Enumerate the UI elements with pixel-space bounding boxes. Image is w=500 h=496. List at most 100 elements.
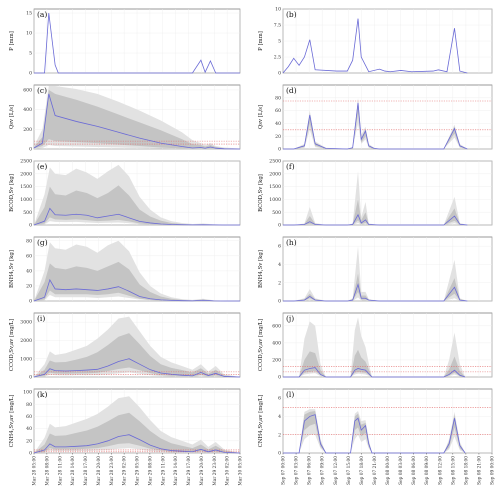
y-tick-label: 10: [26, 31, 32, 37]
y-tick-label: 2000: [269, 171, 281, 177]
x-tick-label-left: Mar 30 05:00: [239, 456, 244, 486]
x-tick-label-right: Sep 07 09:00: [321, 456, 326, 485]
y-tick-label: 200: [23, 127, 32, 133]
x-tick-label-left: Mar 29 23:00: [213, 456, 218, 486]
x-tick-label-left: Mar 30 02:00: [226, 456, 231, 486]
y-tick-label: 7.5: [274, 23, 281, 29]
panel-k: 0 20 40 60 80 100 (k) CNH4,Sv,av [mg/L]: [9, 388, 241, 457]
x-tick-label-right: Sep 08 03:00: [399, 456, 404, 485]
panel-h: 0 2 4 6 (h) BNH4,Sv [kg]: [258, 236, 493, 305]
y-tick-label: 0: [278, 451, 281, 457]
series-line: [33, 207, 240, 226]
y-tick-label: 20: [275, 134, 281, 140]
x-tick-label-left: Mar 29 02:00: [123, 456, 128, 486]
x-tick-label-right: Sep 07 18:00: [360, 456, 365, 485]
y-tick-label: 0: [278, 375, 281, 381]
panel-label: (g): [37, 238, 48, 247]
panel-label: (f): [286, 162, 295, 171]
panel-c: 0 200 400 600 (c) Qsv [L/s]: [9, 84, 241, 153]
panel-b: 0 2.5 5 7.5 10 (b) P [mm]: [258, 7, 493, 77]
y-axis-label: CNH4,Sv,av [mg/L]: [258, 395, 264, 448]
y-tick-label: 60: [26, 253, 32, 259]
y-axis-label: CCOD,Sv,av [mg/L]: [9, 319, 15, 371]
x-tick-label-right: Sep 07 03:00: [295, 456, 300, 485]
y-tick-label: 40: [26, 426, 32, 432]
uncertainty-band-inner: [34, 261, 240, 301]
panel-label: (i): [37, 314, 45, 323]
y-tick-label: 500: [23, 210, 32, 216]
y-axis-label: P [mm]: [258, 31, 264, 51]
panel-d: 0 20 40 60 80 (d) Qsv [L/s]: [258, 84, 493, 153]
y-tick-label: 0: [278, 299, 281, 305]
panel-label: (h): [286, 238, 297, 247]
y-tick-label: 10: [275, 7, 281, 13]
y-tick-label: 4: [278, 414, 281, 420]
x-tick-label-right: Sep 07 06:00: [308, 456, 313, 485]
x-tick-label-right: Sep 07 12:00: [334, 456, 339, 485]
y-tick-label: 60: [26, 414, 32, 420]
y-tick-label: 2.5: [274, 55, 281, 61]
series-line: [282, 18, 468, 74]
y-tick-label: 0: [29, 147, 32, 153]
series-line: [283, 367, 466, 378]
y-tick-label: 0: [278, 223, 281, 229]
y-tick-label: 3000: [20, 320, 32, 326]
y-tick-label: 2: [278, 280, 281, 286]
y-tick-label: 2: [278, 432, 281, 438]
y-tick-label: 0: [29, 71, 32, 77]
y-tick-label: 500: [272, 210, 281, 216]
y-tick-label: 100: [23, 390, 32, 396]
y-tick-label: 5: [29, 51, 32, 57]
x-tick-label-right: Sep 07 15:00: [347, 456, 352, 485]
x-tick-label-left: Mar 29 08:00: [148, 456, 153, 486]
x-tick-label-right: Sep 08 21:00: [477, 456, 482, 485]
panel-label: (j): [286, 314, 294, 323]
y-tick-label: 1000: [269, 197, 281, 203]
x-tick-label-left: Mar 28 08:00: [45, 456, 50, 486]
y-tick-label: 15: [26, 11, 32, 17]
y-tick-label: 1000: [20, 197, 32, 203]
y-tick-label: 1000: [20, 356, 32, 362]
y-axis-label: Qsv [L/s]: [258, 105, 264, 129]
panel-label: (k): [37, 390, 47, 399]
x-tick-label-left: Mar 28 17:00: [84, 456, 89, 486]
series-line: [33, 93, 241, 150]
y-axis-label: BNH4,Sv [kg]: [9, 250, 15, 288]
y-tick-label: 4: [278, 262, 281, 268]
x-tick-label-right: Sep 08 12:00: [438, 456, 443, 485]
uncertainty-band-inner: [34, 89, 240, 149]
panel-a: 0 5 10 15 (a) P [mm]: [9, 8, 241, 77]
x-tick-label-left: Mar 28 23:00: [110, 456, 115, 486]
y-tick-label: 400: [272, 340, 281, 346]
series-line: [283, 414, 466, 454]
x-tick-label-left: Mar 29 17:00: [187, 456, 192, 486]
x-tick-label-left: Mar 29 05:00: [136, 456, 141, 486]
x-tick-label-right: Sep 07 21:00: [373, 456, 378, 485]
y-tick-label: 40: [275, 121, 281, 127]
series-line: [33, 358, 241, 378]
y-tick-label: 60: [275, 108, 281, 114]
panel-label: (c): [37, 86, 47, 95]
panel-e: 0 500 1000 1500 2000 2500 (e) BCOD,Sv [kg]: [9, 159, 241, 229]
panel-label: (e): [37, 162, 47, 171]
y-axis-label: BCOD,Sv [kg]: [258, 174, 264, 212]
x-tick-label-right: Sep 08 18:00: [464, 456, 469, 485]
panel-label: (d): [286, 86, 297, 95]
y-axis-label: Qsv [L/s]: [9, 105, 15, 129]
series-line: [283, 213, 468, 226]
panel-j: 0 200 400 600 (j) CCOD,Sv,av [mg/L]: [258, 312, 493, 381]
x-tick-label-left: Mar 29 14:00: [174, 456, 179, 486]
y-axis-label: CCOD,Sv,av [mg/L]: [258, 319, 264, 371]
panel-label: (b): [286, 10, 297, 19]
panel-label: (l): [286, 390, 294, 399]
y-tick-label: 80: [26, 238, 32, 244]
series-line: [283, 102, 468, 150]
x-tick-label-right: Sep 07 00:00: [282, 456, 287, 485]
x-tick-label-left: Mar 28 20:00: [97, 456, 102, 486]
y-tick-label: 600: [23, 88, 32, 94]
y-tick-label: 0: [29, 223, 32, 229]
y-tick-label: 0: [29, 451, 32, 457]
uncertainty-band-inner: [34, 412, 240, 453]
y-tick-label: 0: [278, 147, 281, 153]
